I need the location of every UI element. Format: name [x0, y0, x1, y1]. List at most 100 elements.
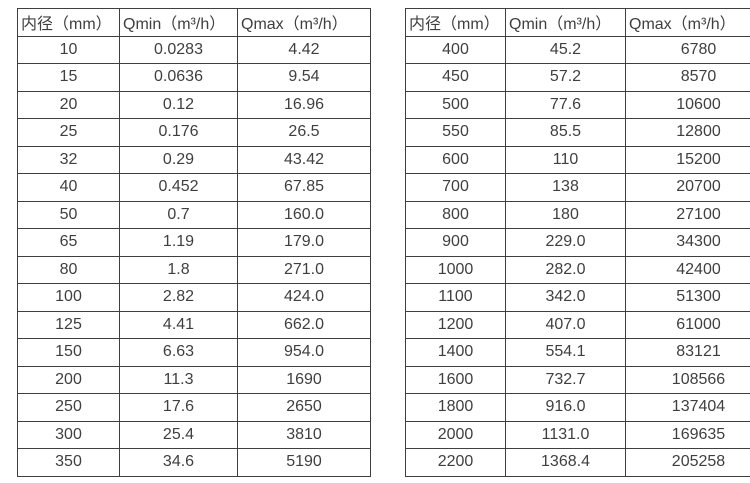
table-cell: 137404 [625, 393, 750, 422]
table-cell: 110 [505, 145, 626, 174]
table-cell: 15200 [625, 145, 750, 174]
table-row: 350 34.6 5190 [17, 448, 371, 477]
table-row: 1600 732.7 108566 [405, 365, 750, 394]
table-cell: 1800 [405, 393, 506, 422]
table-cell: 50 [17, 200, 120, 229]
table-cell: 1400 [405, 338, 506, 367]
table-cell: 400 [405, 35, 506, 64]
table-cell: 0.12 [119, 90, 238, 119]
table-cell: 1100 [405, 283, 506, 312]
table-cell: 9.54 [237, 63, 371, 92]
table-cell: 407.0 [505, 310, 626, 339]
table-cell: 1131.0 [505, 420, 626, 449]
table-row: 125 4.41 662.0 [17, 310, 371, 339]
table-cell: 15 [17, 63, 120, 92]
table-cell: 0.0283 [119, 35, 238, 64]
column-header: Qmax（m³/h） [237, 8, 371, 37]
table-cell: 67.85 [237, 173, 371, 202]
table-cell: 25.4 [119, 420, 238, 449]
table-row: 65 1.19 179.0 [17, 228, 371, 257]
table-row: 2000 1131.0 169635 [405, 420, 750, 449]
table-cell: 282.0 [505, 255, 626, 284]
table-cell: 108566 [625, 365, 750, 394]
table-cell: 500 [405, 90, 506, 119]
table-cell: 250 [17, 393, 120, 422]
table-row: 1200 407.0 61000 [405, 310, 750, 339]
table-cell: 0.29 [119, 145, 238, 174]
table-row: 10 0.0283 4.42 [17, 35, 371, 64]
column-header: Qmax（m³/h） [625, 8, 750, 37]
table-cell: 180 [505, 200, 626, 229]
table-cell: 42400 [625, 255, 750, 284]
table-cell: 85.5 [505, 118, 626, 147]
table-row: 1400 554.1 83121 [405, 338, 750, 367]
header-row: 内径（mm） Qmin（m³/h） Qmax（m³/h） [17, 8, 371, 37]
table-cell: 8570 [625, 63, 750, 92]
table-cell: 10 [17, 35, 120, 64]
column-header: Qmin（m³/h） [505, 8, 626, 37]
table-cell: 662.0 [237, 310, 371, 339]
table-cell: 4.41 [119, 310, 238, 339]
table-cell: 17.6 [119, 393, 238, 422]
table-row: 32 0.29 43.42 [17, 145, 371, 174]
table-cell: 169635 [625, 420, 750, 449]
table-cell: 4.42 [237, 35, 371, 64]
table-cell: 3810 [237, 420, 371, 449]
table-row: 200 11.3 1690 [17, 365, 371, 394]
table-cell: 700 [405, 173, 506, 202]
table-cell: 43.42 [237, 145, 371, 174]
table-cell: 100 [17, 283, 120, 312]
table-cell: 554.1 [505, 338, 626, 367]
table-cell: 12800 [625, 118, 750, 147]
table-cell: 229.0 [505, 228, 626, 257]
table-cell: 800 [405, 200, 506, 229]
table-row: 450 57.2 8570 [405, 63, 750, 92]
table-cell: 125 [17, 310, 120, 339]
table-cell: 32 [17, 145, 120, 174]
table-cell: 954.0 [237, 338, 371, 367]
table-cell: 550 [405, 118, 506, 147]
table-cell: 83121 [625, 338, 750, 367]
table-cell: 342.0 [505, 283, 626, 312]
column-header: 内径（mm） [17, 8, 120, 37]
table-cell: 0.0636 [119, 63, 238, 92]
table-row: 800 180 27100 [405, 200, 750, 229]
table-row: 25 0.176 26.5 [17, 118, 371, 147]
table-cell: 150 [17, 338, 120, 367]
column-header: 内径（mm） [405, 8, 506, 37]
table-row: 250 17.6 2650 [17, 393, 371, 422]
table-cell: 27100 [625, 200, 750, 229]
table-cell: 25 [17, 118, 120, 147]
table-row: 1000 282.0 42400 [405, 255, 750, 284]
table-cell: 20700 [625, 173, 750, 202]
table-cell: 424.0 [237, 283, 371, 312]
table-cell: 2650 [237, 393, 371, 422]
table-row: 80 1.8 271.0 [17, 255, 371, 284]
table-cell: 350 [17, 448, 120, 477]
table-cell: 160.0 [237, 200, 371, 229]
table-cell: 40 [17, 173, 120, 202]
table-row: 100 2.82 424.0 [17, 283, 371, 312]
table-row: 900 229.0 34300 [405, 228, 750, 257]
flow-table-large-diameters: 内径（mm） Qmin（m³/h） Qmax（m³/h） 400 45.2 6780 450… [405, 8, 750, 477]
table-cell: 45.2 [505, 35, 626, 64]
table-row: 400 45.2 6780 [405, 35, 750, 64]
table-cell: 916.0 [505, 393, 626, 422]
table-cell: 1600 [405, 365, 506, 394]
table-cell: 179.0 [237, 228, 371, 257]
table-cell: 11.3 [119, 365, 238, 394]
table-cell: 1200 [405, 310, 506, 339]
table-cell: 65 [17, 228, 120, 257]
table-cell: 1690 [237, 365, 371, 394]
table-cell: 450 [405, 63, 506, 92]
table-cell: 34.6 [119, 448, 238, 477]
table-cell: 900 [405, 228, 506, 257]
table-row: 150 6.63 954.0 [17, 338, 371, 367]
table-cell: 1000 [405, 255, 506, 284]
table-cell: 10600 [625, 90, 750, 119]
table-cell: 6.63 [119, 338, 238, 367]
table-cell: 271.0 [237, 255, 371, 284]
table-row: 40 0.452 67.85 [17, 173, 371, 202]
table-cell: 20 [17, 90, 120, 119]
